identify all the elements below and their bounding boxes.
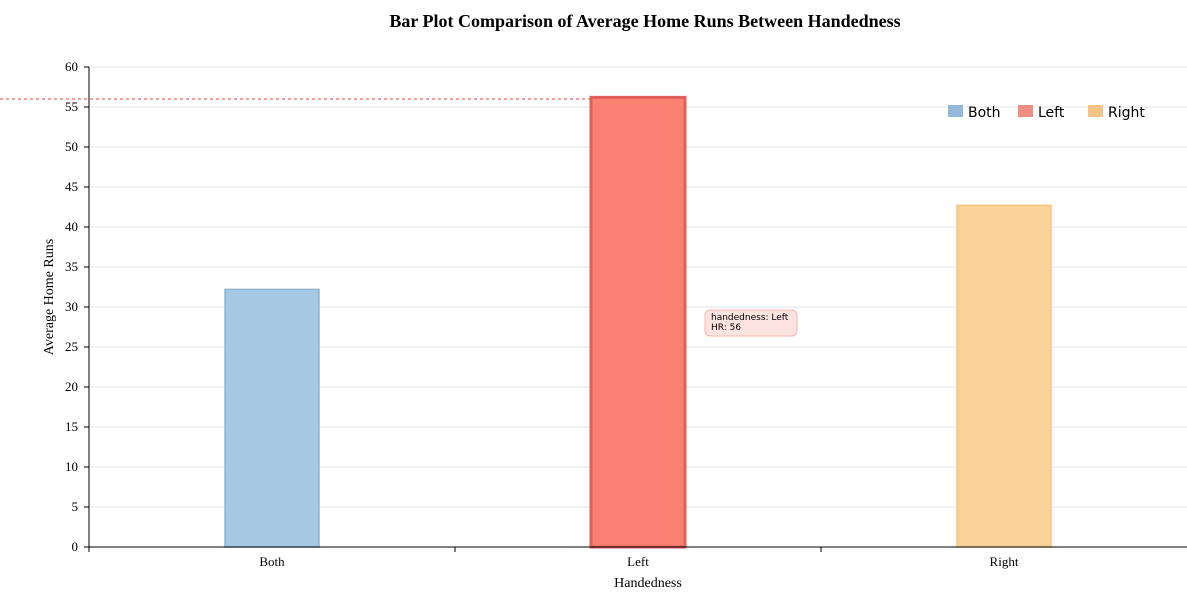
y-tick-label: 40 xyxy=(65,219,78,234)
y-axis: 0 5 10 15 20 25 30 35 40 45 50 55 60 xyxy=(65,59,90,554)
x-axis-title: Handedness xyxy=(614,576,682,591)
y-tick-label: 25 xyxy=(65,339,78,354)
y-tick-label: 5 xyxy=(72,499,79,514)
y-tick-label: 45 xyxy=(65,179,78,194)
y-tick-label: 15 xyxy=(65,419,78,434)
x-axis: Both Left Right xyxy=(88,546,1187,569)
tooltip-line-1: handedness: Left xyxy=(711,313,789,323)
chart-title: Bar Plot Comparison of Average Home Runs… xyxy=(389,11,900,31)
y-tick-label: 30 xyxy=(65,299,78,314)
legend-swatch-right xyxy=(1088,105,1103,117)
y-tick-label: 20 xyxy=(65,379,78,394)
y-tick-label: 60 xyxy=(65,59,78,74)
bars xyxy=(224,95,1052,549)
y-tick-label: 0 xyxy=(72,539,79,554)
legend-label-right: Right xyxy=(1108,105,1145,121)
tooltip: handedness: Left HR: 56 xyxy=(704,309,798,337)
legend-swatch-left xyxy=(1018,105,1033,117)
legend-label-both: Both xyxy=(968,105,1001,121)
bar-left xyxy=(589,95,687,549)
legend: Both Left Right xyxy=(948,105,1145,121)
bar-right xyxy=(956,204,1052,548)
x-tick-label: Both xyxy=(259,554,285,569)
bar-both xyxy=(224,288,320,548)
x-tick-label: Right xyxy=(990,554,1019,569)
tooltip-box xyxy=(704,309,798,337)
y-tick-label: 50 xyxy=(65,139,78,154)
x-tick-label: Left xyxy=(627,554,649,569)
y-axis-title: Average Home Runs xyxy=(42,239,57,355)
y-tick-label: 55 xyxy=(65,99,78,114)
tooltip-line-2: HR: 56 xyxy=(711,323,741,333)
y-tick-label: 10 xyxy=(65,459,78,474)
legend-label-left: Left xyxy=(1038,105,1065,121)
y-tick-label: 35 xyxy=(65,259,78,274)
legend-swatch-both xyxy=(948,105,963,117)
